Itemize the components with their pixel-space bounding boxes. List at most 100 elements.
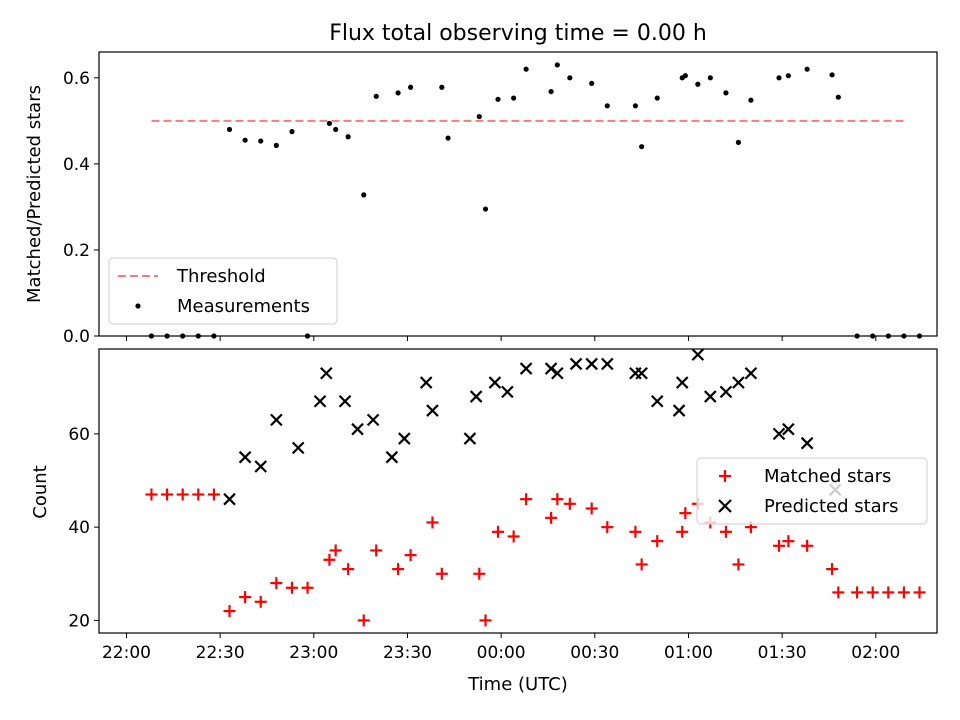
- measurement-point: [439, 84, 445, 90]
- measurement-point: [273, 142, 279, 148]
- measurement-point: [304, 333, 311, 339]
- predicted-x-b: [351, 422, 364, 436]
- predicted-legend-swatch: [718, 499, 732, 513]
- predicted-x-b: [551, 366, 564, 380]
- measurements-legend-swatch: [135, 303, 141, 309]
- bottom-legend-frame: [696, 457, 928, 525]
- predicted-x-b: [782, 422, 795, 436]
- matched-star-point: [882, 586, 895, 599]
- top-y-tick-label: 0.4: [63, 155, 90, 175]
- predicted-x-b: [313, 394, 327, 408]
- measurement-point: [835, 94, 841, 100]
- predicted-x-b: [270, 413, 283, 427]
- top-y-tick-label: 0.0: [63, 327, 90, 347]
- measurement-point: [407, 84, 414, 90]
- predicted-x-b: [744, 366, 758, 380]
- measurement-point: [211, 333, 217, 339]
- bottom-y-axis-label: Count: [30, 465, 51, 518]
- matched-star-point: [545, 511, 558, 524]
- predicted-x-b: [691, 348, 705, 361]
- predicted-x-b: [488, 376, 502, 389]
- predicted-star-point: [772, 427, 786, 441]
- predicted-x-b: [569, 357, 583, 371]
- predicted-star-point: [238, 450, 252, 464]
- measurement-point: [180, 333, 186, 339]
- measurement-point: [242, 137, 248, 143]
- bottom-y-tick-label: 40: [68, 518, 90, 538]
- predicted-star-point: [719, 385, 733, 399]
- measurement-point: [748, 97, 754, 103]
- matched-star-point: [520, 493, 533, 506]
- predicted-star-point: [691, 348, 705, 361]
- matched-star-point: [323, 553, 336, 566]
- measurement-point: [870, 333, 876, 339]
- count-plot: 20 40 60 22:00 22:30 23:00 23:30 00:00 00:30 01:0…: [68, 348, 938, 663]
- matched-star-point: [342, 563, 355, 576]
- bottom-x-tick-label: 00:30: [570, 643, 619, 663]
- top-y-tick-label: 0.2: [63, 241, 90, 261]
- predicted-star-point: [519, 362, 533, 375]
- predicted-x-b: [419, 376, 433, 389]
- predicted-x-b: [675, 376, 689, 389]
- predicted-star-point: [704, 390, 717, 403]
- predicted-star-point: [320, 366, 333, 380]
- matched-star-point: [773, 539, 786, 552]
- bottom-x-tick-label: 01:00: [664, 643, 713, 663]
- bottom-x-tick-label: 23:30: [383, 643, 432, 663]
- predicted-x-b: [672, 404, 686, 417]
- predicted-star-point: [544, 362, 558, 375]
- matched-star-point: [679, 507, 692, 520]
- predicted-x-b: [254, 460, 268, 473]
- measurement-point: [885, 333, 891, 339]
- predicted-star-point: [800, 436, 814, 450]
- measurement-point: [482, 206, 489, 212]
- matched-star-point: [635, 558, 648, 571]
- matched-star-point: [357, 614, 370, 627]
- measurement-point: [476, 113, 482, 120]
- matched-star-point: [392, 563, 405, 576]
- matched-star-point: [826, 563, 839, 576]
- matched-star-point: [651, 535, 664, 548]
- predicted-x-b: [519, 362, 533, 375]
- matched-star-point: [329, 544, 342, 557]
- measurement-point: [333, 126, 339, 133]
- measurement-point: [916, 333, 923, 339]
- measurement-point: [511, 95, 517, 101]
- matched-star-point: [145, 488, 158, 501]
- top-legend: Threshold Measurements: [108, 257, 338, 325]
- bottom-legend: Matched stars Predicted stars: [696, 457, 928, 525]
- matched-star-point: [192, 488, 205, 501]
- predicted-x-b: [398, 432, 411, 445]
- predicted-x-b: [238, 450, 252, 464]
- measurement-point: [776, 75, 782, 81]
- predicted-star-point: [463, 432, 477, 445]
- measurement-point: [723, 90, 729, 96]
- measurement-point: [289, 129, 295, 135]
- predicted-star-point: [601, 357, 614, 371]
- top-y-tick-label: 0.6: [63, 69, 90, 89]
- measurement-point: [495, 96, 501, 102]
- matched-star-point: [301, 581, 314, 594]
- measurement-point: [654, 95, 660, 101]
- predicted-star-point: [426, 404, 439, 417]
- measurement-point: [373, 93, 379, 99]
- predicted-x-b: [366, 413, 380, 427]
- measurement-point: [326, 120, 333, 127]
- matched-star-point: [223, 605, 236, 618]
- predicted-star-point: [469, 390, 483, 403]
- matched-star-point: [866, 586, 879, 599]
- matched-star-point: [507, 530, 520, 543]
- predicted-star-point: [569, 357, 583, 371]
- bottom-y-tick-label: 20: [68, 611, 90, 631]
- measurement-point: [195, 333, 201, 339]
- matched-star-point: [426, 516, 439, 529]
- predicted-star-point: [675, 376, 689, 389]
- matched-star-point: [207, 488, 220, 501]
- matched-legend-label: Matched stars: [764, 466, 891, 487]
- predicted-star-point: [385, 450, 399, 464]
- predicted-x-b: [544, 362, 558, 375]
- matched-star-point: [719, 525, 732, 538]
- predicted-star-point: [398, 432, 411, 445]
- matched-star-point: [601, 521, 614, 534]
